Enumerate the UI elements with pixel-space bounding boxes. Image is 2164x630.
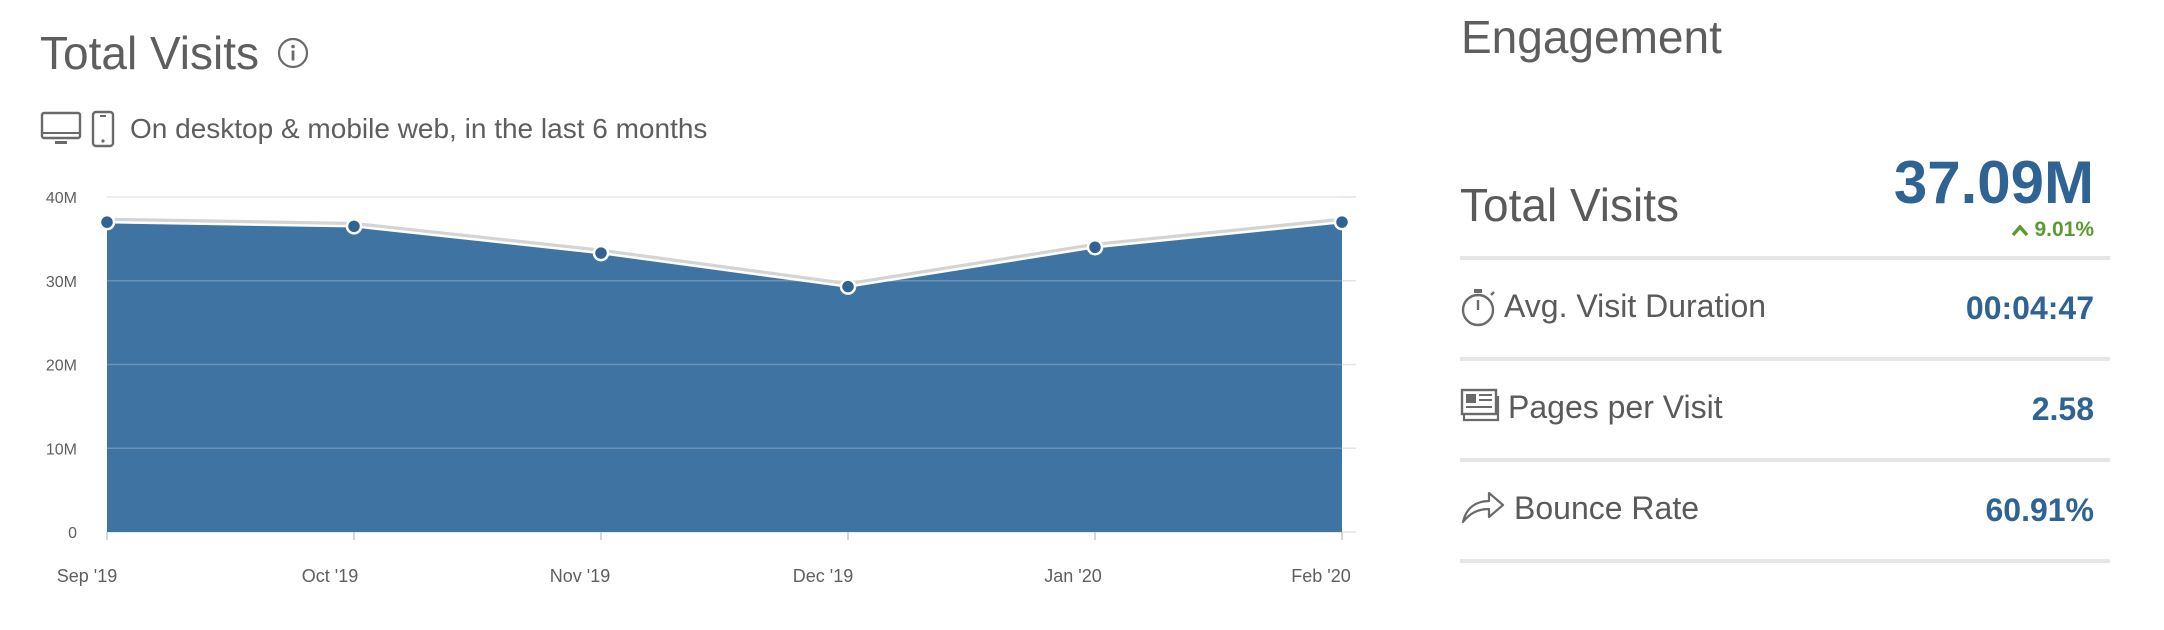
total-visits-change: 9.01%	[2011, 218, 2094, 242]
data-point[interactable]	[1086, 239, 1104, 256]
x-tick-label: Oct '19	[302, 566, 358, 586]
subtitle-text: On desktop & mobile web, in the last 6 m…	[130, 113, 708, 144]
x-tick-label: Dec '19	[793, 566, 853, 586]
device-subtitle: On desktop & mobile web, in the last 6 m…	[40, 110, 707, 148]
data-point[interactable]	[345, 218, 363, 235]
total-visits-value: 37.09M	[1893, 149, 2094, 216]
avg-visit-duration-value: 00:04:47	[1965, 290, 2094, 326]
page-title: Total Visits	[40, 27, 260, 79]
x-axis-ticks	[106, 532, 1343, 540]
pages-icon	[1460, 388, 1500, 422]
engagement-panel: Engagement Total Visits 37.09M 9.01% Avg…	[1460, 0, 2120, 630]
visits-area	[107, 222, 1342, 532]
bounce-arrow-icon	[1461, 491, 1505, 524]
chart-overlay-gridlines	[107, 196, 1342, 449]
engagement-title: Engagement	[1461, 11, 1722, 63]
avg-visit-duration-metric: Avg. Visit Duration 00:04:47	[1460, 260, 2110, 361]
total-visits-change-value: 9.01%	[2034, 218, 2094, 241]
pages-per-visit-label: Pages per Visit	[1508, 389, 1723, 425]
bounce-rate-label: Bounce Rate	[1514, 490, 1700, 526]
total-visits-panel: Total Visits On desktop & mobile web, in…	[40, 26, 1356, 586]
data-point[interactable]	[592, 244, 610, 262]
total-visits-header: Total Visits	[40, 26, 309, 80]
chevron-up-icon	[2012, 224, 2029, 237]
x-tick-label: Nov '19	[550, 566, 610, 586]
y-tick-label: 30M	[46, 274, 77, 291]
y-tick-label: 40M	[46, 190, 77, 207]
x-tick-label: Sep '19	[57, 566, 118, 586]
total-visits-label: Total Visits	[1460, 179, 1680, 231]
total-visits-metric: Total Visits 37.09M 9.01%	[1460, 144, 2110, 260]
x-tick-label: Jan '20	[1044, 566, 1101, 586]
data-point[interactable]	[1333, 213, 1351, 231]
y-tick-label: 10M	[46, 441, 77, 458]
x-axis-labels: Sep '19 Oct '19 Nov '19 Dec '19 Jan '20 Feb '…	[57, 566, 1351, 586]
data-point[interactable]	[98, 213, 116, 231]
bounce-rate-metric: Bounce Rate 60.91%	[1460, 462, 2110, 563]
bounce-rate-value: 60.91%	[1985, 492, 2094, 528]
y-tick-label: 0	[68, 525, 77, 542]
mobile-icon	[91, 110, 115, 148]
visits-line-shadow	[106, 217, 1343, 288]
visits-area-chart: 0 10M 20M 30M 40M Sep '19 Oct '19 Nov '19 Dec '…	[46, 190, 1356, 586]
y-tick-label: 20M	[46, 358, 77, 375]
data-point[interactable]	[839, 278, 857, 295]
pages-per-visit-value: 2.58	[2031, 391, 2094, 427]
avg-visit-duration-label: Avg. Visit Duration	[1504, 288, 1767, 324]
pages-per-visit-metric: Pages per Visit 2.58	[1460, 361, 2110, 462]
x-tick-label: Feb '20	[1291, 566, 1350, 586]
stopwatch-icon	[1461, 289, 1495, 327]
y-axis-labels: 0 10M 20M 30M 40M	[46, 190, 77, 542]
data-points	[98, 213, 1351, 295]
info-icon[interactable]	[277, 37, 309, 69]
desktop-icon	[40, 111, 82, 144]
visits-line	[106, 220, 1343, 288]
